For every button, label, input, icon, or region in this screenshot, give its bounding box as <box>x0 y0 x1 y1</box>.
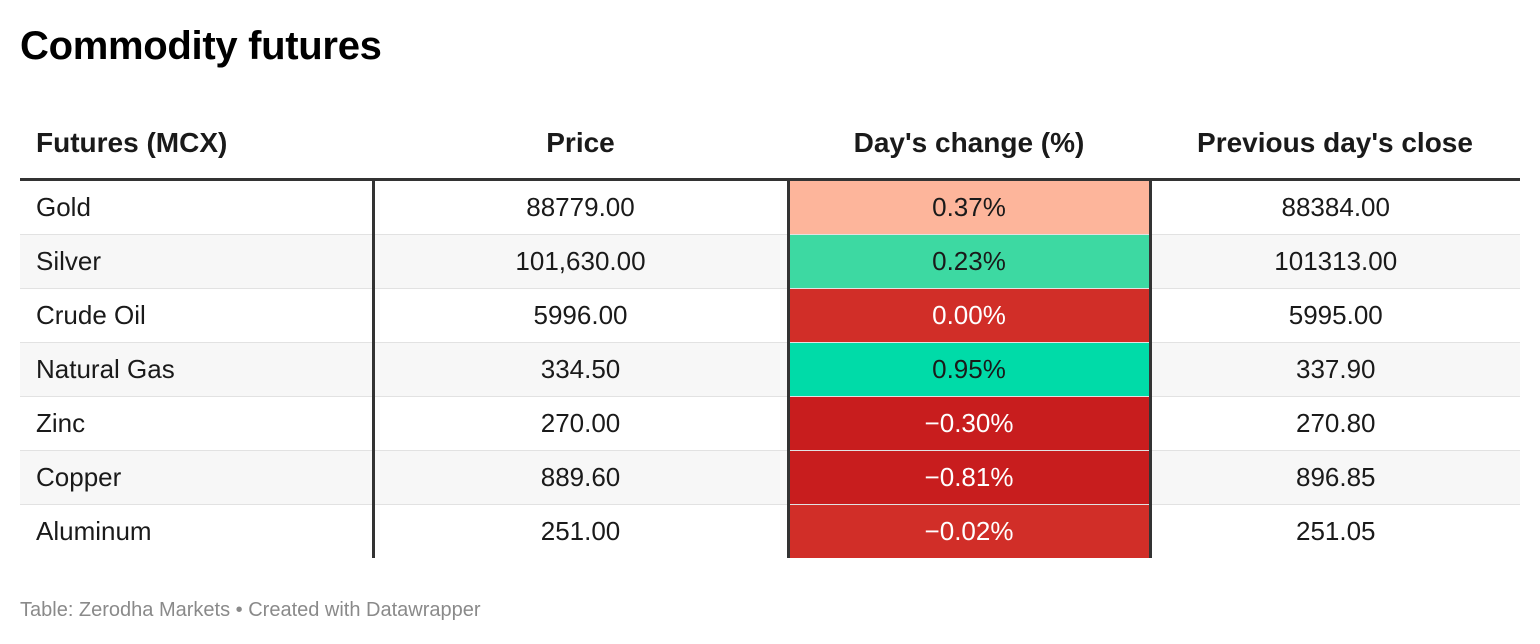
commodity-name-cell: Copper <box>20 450 375 505</box>
previous-close-cell: 5995.00 <box>1150 288 1520 343</box>
table-header: Futures (MCX) Price Day's change (%) Pre… <box>20 108 1520 181</box>
table-row: Zinc 270.00 −0.30% 270.80 <box>20 396 1520 451</box>
source-footer: Table: Zerodha Markets • Created with Da… <box>20 599 481 621</box>
previous-close-cell: 337.90 <box>1150 342 1520 397</box>
days-change-cell: −0.30% <box>786 396 1152 451</box>
price-cell: 251.00 <box>540 516 621 546</box>
previous-close-cell: 88384.00 <box>1150 179 1520 235</box>
table-row: Gold 88779.00 0.37% 88384.00 <box>20 179 1520 235</box>
price-cell: 334.50 <box>373 342 788 397</box>
days-change-cell: 0.23% <box>786 234 1152 289</box>
previous-close-cell: 101313.00 <box>1150 234 1520 289</box>
column-header-price[interactable]: Price <box>373 108 788 181</box>
days-change-cell: 0.95% <box>786 342 1152 397</box>
price-cell: 101,630.00 <box>373 234 788 289</box>
price-cell: 270.00 <box>373 396 788 451</box>
commodity-table-container: Futures (MCX) Price Day's change (%) Pre… <box>20 108 1520 558</box>
commodity-name-cell: Aluminum <box>20 504 375 558</box>
previous-close-cell: 251.05 <box>1295 516 1376 546</box>
commodity-table: Futures (MCX) Price Day's change (%) Pre… <box>20 108 1520 558</box>
commodity-name-cell: Crude Oil <box>20 288 375 343</box>
price-cell: 5996.00 <box>373 288 788 343</box>
price-cell: 889.60 <box>373 450 788 505</box>
days-change-cell: 0.00% <box>786 288 1152 343</box>
column-header-futures[interactable]: Futures (MCX) <box>20 108 373 181</box>
table-body: Gold 88779.00 0.37% 88384.00 Silver 101,… <box>20 179 1520 558</box>
column-header-days-change[interactable]: Day's change (%) <box>788 108 1150 181</box>
table-row: Copper 889.60 −0.81% 896.85 <box>20 450 1520 505</box>
commodity-name-cell: Silver <box>20 234 375 289</box>
chart-title: Commodity futures <box>20 24 382 68</box>
table-row: Silver 101,630.00 0.23% 101313.00 <box>20 234 1520 289</box>
header-row: Futures (MCX) Price Day's change (%) Pre… <box>20 108 1520 181</box>
previous-close-cell: 896.85 <box>1150 450 1520 505</box>
table-row: Natural Gas 334.50 0.95% 337.90 <box>20 342 1520 397</box>
days-change-cell: −0.81% <box>786 450 1152 505</box>
commodity-name-cell: Natural Gas <box>20 342 375 397</box>
days-change-cell: 0.37% <box>786 179 1152 235</box>
table-row: Crude Oil 5996.00 0.00% 5995.00 <box>20 288 1520 343</box>
table-row: Aluminum 251.00 −0.02% 251.05 <box>20 504 1520 558</box>
previous-close-cell: 270.80 <box>1150 396 1520 451</box>
column-header-previous-close[interactable]: Previous day's close <box>1150 108 1520 181</box>
commodity-name-cell: Gold <box>20 179 375 235</box>
commodity-name-cell: Zinc <box>20 396 375 451</box>
price-cell: 88779.00 <box>373 179 788 235</box>
days-change-cell: −0.02% <box>786 504 1152 558</box>
